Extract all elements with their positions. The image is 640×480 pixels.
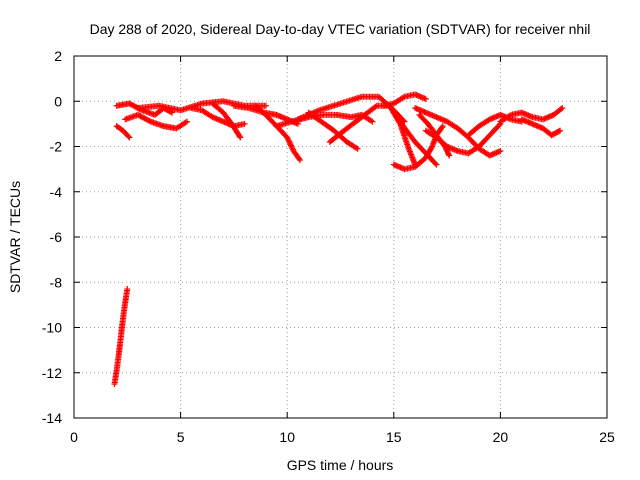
x-axis-label: GPS time / hours [287, 457, 394, 473]
data-point-marker [286, 139, 293, 146]
x-axis-tick-labels: 0 5 10 15 20 25 [70, 429, 615, 445]
data-point-marker [368, 117, 375, 124]
data-point-marker [124, 286, 131, 293]
data-point-marker [296, 157, 303, 164]
y-axis-label: SDTVAR / TECUs [7, 181, 23, 293]
data-point-marker [125, 133, 132, 140]
plot-frame [73, 55, 608, 419]
data-point-marker [169, 109, 176, 116]
y-tick-label: -14 [42, 410, 62, 426]
data-point-marker [182, 119, 189, 126]
data-point-marker [183, 118, 190, 125]
y-tick-label: -2 [50, 139, 63, 155]
data-point-marker [353, 144, 360, 151]
x-tick-label: 0 [70, 429, 78, 445]
data-point-marker [432, 160, 439, 167]
data-point-marker [438, 124, 445, 131]
y-axis-tick-labels: -14 -12 -10 -8 -6 -4 -2 0 2 [42, 48, 62, 426]
data-point-marker [126, 134, 133, 141]
data-point-marker [555, 128, 562, 135]
chart-title: Day 288 of 2020, Sidereal Day-to-day VTE… [90, 21, 591, 37]
data-point-marker [237, 134, 244, 141]
data-point-marker [284, 134, 291, 141]
grid-lines [74, 56, 607, 418]
data-point-marker [289, 145, 296, 152]
data-point-marker [497, 148, 504, 155]
data-point-marker [354, 145, 361, 152]
axis-ticks [73, 55, 608, 419]
x-tick-label: 25 [599, 429, 615, 445]
y-tick-label: 0 [54, 93, 62, 109]
data-point-marker [372, 103, 379, 110]
data-point-marker [496, 122, 503, 129]
data-point-marker [284, 135, 291, 142]
data-point-marker [559, 105, 566, 112]
data-point-marker [262, 102, 269, 109]
data-point-marker [446, 152, 453, 159]
data-point-marker [428, 144, 435, 151]
data-point-marker [422, 95, 429, 102]
y-tick-label: -10 [42, 320, 62, 336]
data-point-marker [433, 161, 440, 168]
data-point-marker [167, 108, 174, 115]
data-point-marker [369, 118, 376, 125]
data-point-marker [241, 120, 248, 127]
y-tick-label: -6 [50, 229, 63, 245]
data-point-marker [558, 106, 565, 113]
data-point-marker [557, 127, 564, 134]
data-marks [111, 91, 566, 388]
x-tick-label: 10 [279, 429, 295, 445]
y-tick-label: -12 [42, 365, 62, 381]
y-tick-label: -4 [50, 184, 63, 200]
x-tick-label: 15 [386, 429, 402, 445]
data-point-marker [288, 142, 295, 149]
data-point-marker [296, 155, 303, 162]
x-tick-label: 5 [177, 429, 185, 445]
data-point-marker [288, 143, 295, 150]
data-point-marker [286, 138, 293, 145]
data-point-marker [506, 112, 513, 119]
data-point-marker [445, 151, 452, 158]
data-point-marker [287, 141, 294, 148]
data-point-marker [236, 133, 243, 140]
x-tick-label: 20 [493, 429, 509, 445]
data-point-marker [400, 94, 407, 101]
data-point-marker [146, 117, 153, 124]
y-tick-label: 2 [54, 48, 62, 64]
data-point-marker [439, 123, 446, 130]
y-tick-label: -8 [50, 274, 63, 290]
data-point-marker [285, 137, 292, 144]
